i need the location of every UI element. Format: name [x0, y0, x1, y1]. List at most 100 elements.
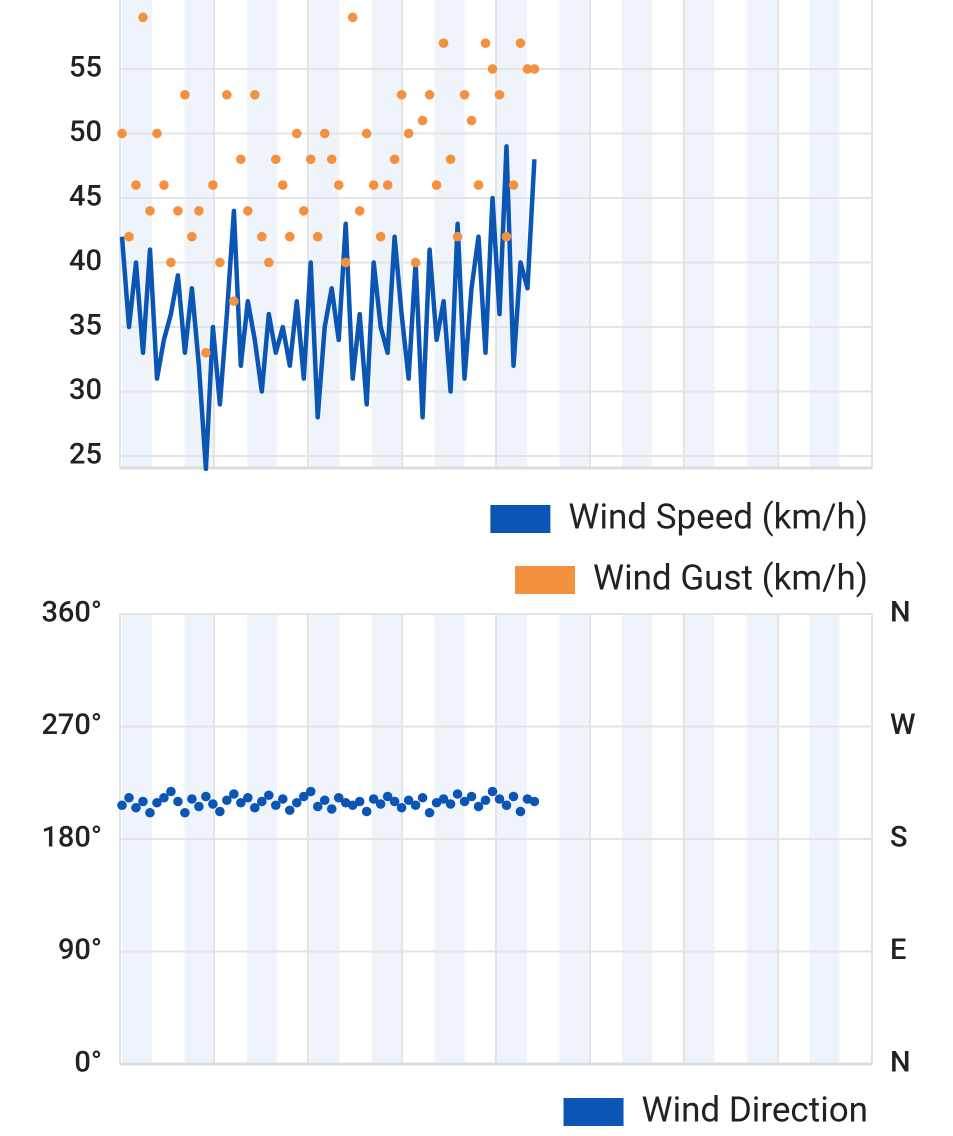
- data-point: [298, 791, 309, 802]
- data-point: [236, 797, 246, 808]
- y-tick-label: 55: [69, 51, 102, 85]
- data-point: [522, 64, 533, 74]
- y2-tick-label: E: [890, 933, 906, 967]
- legend-swatch: [563, 1098, 624, 1126]
- data-point: [243, 206, 253, 216]
- data-point: [187, 794, 197, 804]
- y-tick-label: 25: [69, 438, 102, 472]
- data-point: [417, 115, 428, 126]
- data-point: [403, 128, 414, 139]
- data-point: [159, 180, 169, 190]
- data-point: [340, 257, 351, 268]
- data-point: [389, 796, 400, 807]
- data-point: [201, 347, 211, 358]
- data-point: [180, 807, 190, 818]
- data-point: [452, 789, 463, 799]
- data-point: [291, 128, 302, 139]
- chart: 0° 90° 180° 270° 360° N E S W N Wind Direction: [41, 596, 915, 1131]
- data-point: [354, 796, 365, 807]
- data-point: [284, 231, 295, 242]
- y-tick-label: 45: [69, 180, 102, 214]
- data-point: [131, 802, 141, 813]
- data-point: [159, 792, 169, 803]
- data-point: [264, 790, 274, 801]
- data-point: [264, 257, 274, 268]
- data-point: [138, 796, 148, 807]
- data-point: [445, 799, 456, 809]
- data-point: [487, 786, 498, 797]
- data-point: [487, 64, 498, 74]
- data-point: [501, 800, 512, 811]
- data-point: [222, 795, 232, 806]
- data-point: [494, 794, 505, 804]
- data-point: [312, 801, 323, 812]
- data-point: [319, 795, 330, 806]
- data-point: [396, 802, 407, 813]
- data-point: [291, 797, 302, 808]
- data-point: [529, 64, 540, 74]
- data-point: [501, 231, 512, 242]
- data-point: [445, 154, 456, 165]
- data-point: [257, 231, 267, 242]
- legend-swatch: [490, 505, 551, 533]
- legend-label: Wind Direction: [642, 1089, 868, 1130]
- y-tick-label: 0°: [74, 1046, 102, 1080]
- data-point: [361, 806, 372, 817]
- data-point: [187, 231, 197, 242]
- data-point: [277, 180, 288, 190]
- data-point: [312, 231, 323, 242]
- data-point: [480, 38, 491, 48]
- background-stripe: [559, 0, 590, 468]
- data-point: [194, 801, 204, 812]
- data-point: [173, 206, 183, 216]
- y2-tick-label: N: [890, 596, 911, 630]
- data-point: [424, 89, 435, 100]
- data-point: [368, 794, 379, 804]
- data-point: [438, 38, 449, 48]
- data-point: [424, 807, 435, 818]
- data-point: [459, 89, 470, 100]
- data-point: [473, 801, 484, 812]
- data-point: [145, 206, 155, 216]
- data-point: [410, 800, 421, 811]
- data-point: [508, 791, 519, 802]
- data-point: [270, 154, 281, 165]
- y-tick-label: 40: [69, 244, 102, 278]
- data-point: [124, 231, 134, 242]
- data-point: [326, 154, 337, 165]
- data-point: [215, 806, 225, 817]
- data-point: [389, 154, 400, 165]
- data-point: [361, 128, 372, 139]
- data-point: [459, 796, 470, 807]
- data-point: [466, 791, 477, 802]
- data-point: [382, 791, 393, 802]
- data-point: [284, 805, 295, 816]
- data-point: [319, 128, 330, 139]
- data-point: [250, 89, 260, 100]
- data-point: [208, 799, 218, 809]
- background-stripe: [372, 0, 402, 468]
- y-tick-label: 50: [69, 115, 102, 149]
- data-point: [438, 794, 449, 804]
- background-stripe: [622, 0, 652, 468]
- data-point: [417, 792, 428, 803]
- data-point: [243, 792, 253, 803]
- legend-swatch: [515, 566, 576, 594]
- data-point: [236, 154, 246, 165]
- y-tick-label: 270°: [41, 708, 102, 742]
- legend-label: Wind Gust (km/h): [593, 557, 868, 598]
- data-point: [347, 12, 358, 23]
- data-point: [403, 795, 414, 806]
- data-point: [222, 89, 232, 100]
- data-point: [326, 804, 337, 814]
- data-point: [208, 180, 218, 190]
- y-tick-label: 180°: [41, 821, 102, 855]
- data-point: [480, 795, 491, 806]
- y-tick-label: 30: [69, 373, 102, 407]
- data-point: [515, 38, 526, 48]
- data-point: [173, 796, 183, 807]
- data-point: [152, 128, 162, 139]
- y2-tick-label: W: [890, 708, 916, 742]
- data-point: [466, 115, 477, 126]
- data-point: [194, 206, 204, 216]
